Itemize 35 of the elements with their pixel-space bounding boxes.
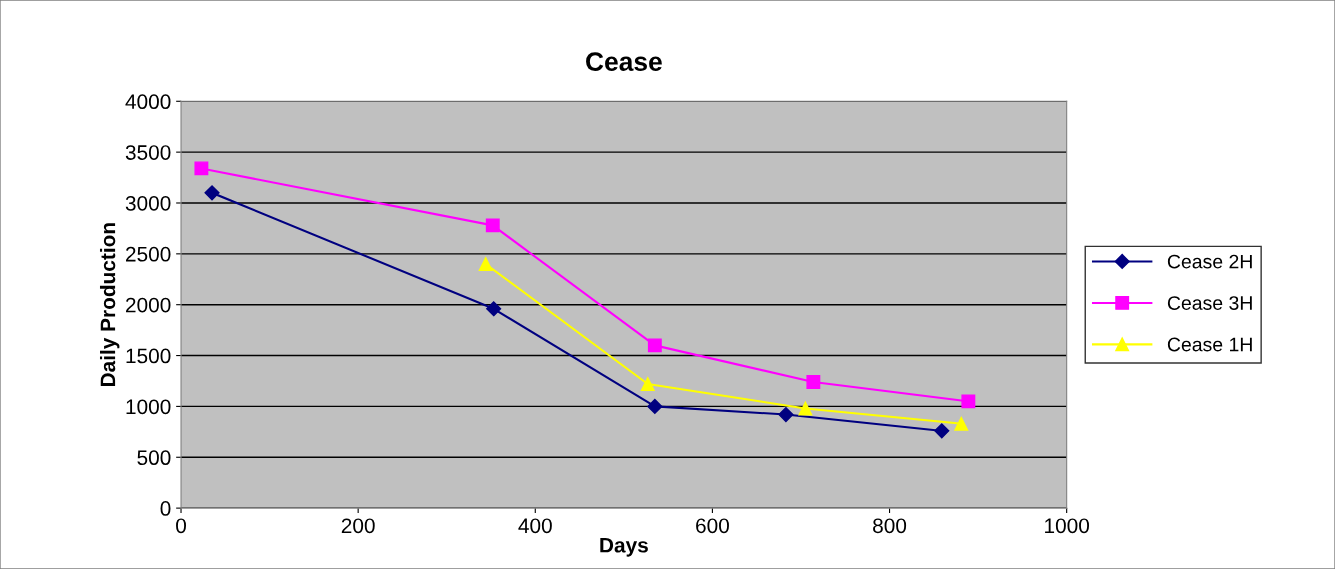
point <box>647 338 662 353</box>
y-tick-label: 2000 <box>126 297 171 313</box>
y-tick-label: 1500 <box>126 348 171 364</box>
y-tick-label: 3000 <box>125 195 171 211</box>
y-tick-label: 0 <box>160 501 171 516</box>
legend-label: Cease 3H <box>1167 296 1252 310</box>
point <box>204 185 220 201</box>
point <box>806 375 821 389</box>
x-tick-label: 600 <box>696 518 729 534</box>
point <box>778 406 794 423</box>
x-axis-title: Days <box>600 538 648 557</box>
x-tick-label: 1000 <box>1045 518 1090 534</box>
point <box>798 401 813 416</box>
chart-title: Cease <box>586 52 662 71</box>
x-tick-label: 800 <box>873 518 907 534</box>
point <box>954 416 969 431</box>
x-tick-label: 0 <box>176 518 186 534</box>
point <box>934 423 950 439</box>
point <box>640 377 655 391</box>
y-tick-label: 500 <box>137 450 171 466</box>
y-tick-label: 3500 <box>125 145 171 160</box>
y-tick-label: 2500 <box>126 246 171 262</box>
y-axis-title: Daily Production <box>99 223 120 387</box>
y-tick-label: 4000 <box>125 94 171 110</box>
point <box>486 301 502 317</box>
point <box>647 398 663 414</box>
x-tick-label: 400 <box>518 518 552 534</box>
point <box>478 257 493 271</box>
legend-label: Cease 1H <box>1167 337 1252 352</box>
point <box>194 161 209 176</box>
point <box>961 394 976 409</box>
point <box>485 218 500 233</box>
x-tick-label: 200 <box>341 518 375 534</box>
legend-label: Cease 2H <box>1167 254 1252 269</box>
y-tick-label: 1000 <box>126 399 171 415</box>
